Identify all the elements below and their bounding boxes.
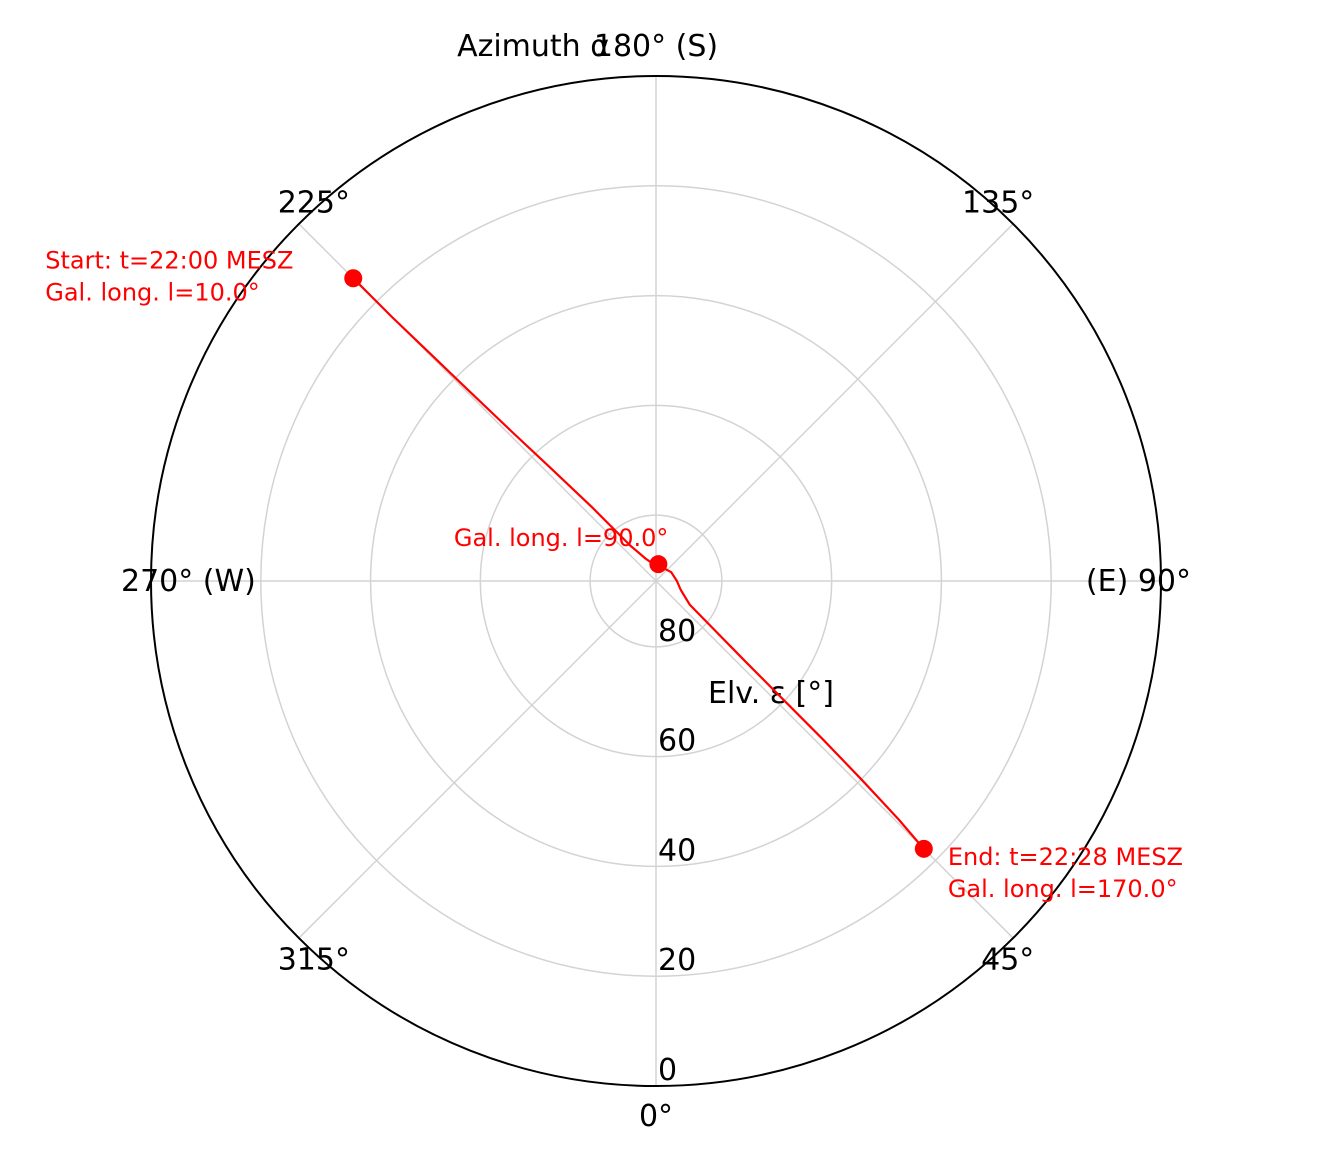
- azimuth-tick-label: 0°: [639, 1099, 673, 1134]
- annotation-line: Gal. long. l=10.0°: [45, 278, 260, 306]
- azimuth-tick-label: 45°: [981, 942, 1034, 977]
- elevation-tick-label: 80: [658, 614, 696, 649]
- annotation-text: Gal. long. l=90.0°: [454, 524, 669, 552]
- polar-frame: [150, 75, 1162, 1087]
- grid-layer: [151, 76, 1161, 1086]
- azimuth-axis-label: Azimuth α: [457, 29, 610, 64]
- elevation-tick-label: 0: [658, 1053, 677, 1088]
- azimuth-tick-label: 180° (S): [594, 29, 718, 64]
- annotation-line: Start: t=22:00 MESZ: [45, 246, 293, 274]
- series-layer: [344, 269, 933, 858]
- annotation-line: Gal. long. l=170.0°: [948, 875, 1178, 903]
- grid-spoke: [655, 223, 1014, 582]
- annotation-line: Gal. long. l=90.0°: [454, 524, 669, 552]
- elevation-axis-label: Elv. ε [°]: [708, 676, 834, 711]
- annotations: Start: t=22:00 MESZ Gal. long. l=10.0° Gal…: [45, 246, 1183, 903]
- grid-spoke: [298, 580, 657, 939]
- annotation-line: End: t=22:28 MESZ: [948, 843, 1183, 871]
- series-marker: [914, 839, 933, 858]
- azimuth-tick-label: (E) 90°: [1086, 564, 1191, 599]
- annotation-text: Start: t=22:00 MESZ Gal. long. l=10.0°: [45, 246, 293, 306]
- azimuth-tick-labels: 0° 45° (E) 90° 135° 180° (S) 225° 270° (W) 315°: [121, 29, 1191, 1134]
- azimuth-tick-label: 225°: [278, 186, 350, 221]
- elevation-tick-label: 60: [658, 724, 696, 759]
- grid-spoke: [655, 580, 1014, 939]
- elevation-tick-labels: 0 20 40 60 80: [658, 614, 696, 1088]
- elevation-tick-label: 40: [658, 833, 696, 868]
- azimuth-tick-label: 270° (W): [121, 564, 256, 599]
- annotation-text: End: t=22:28 MESZ Gal. long. l=170.0°: [948, 843, 1183, 903]
- azimuth-tick-label: 135°: [962, 186, 1034, 221]
- azimuth-tick-label: 315°: [278, 942, 350, 977]
- series-marker: [649, 555, 668, 574]
- elevation-tick-label: 20: [658, 943, 696, 978]
- series-marker: [344, 269, 363, 288]
